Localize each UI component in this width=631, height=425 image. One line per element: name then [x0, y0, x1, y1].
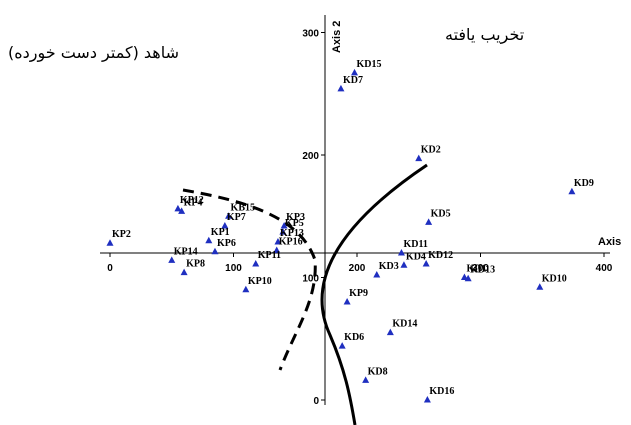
- data-point-label: KD16: [429, 386, 454, 397]
- data-point-label: KP7: [227, 212, 246, 223]
- data-point-marker: [373, 271, 381, 278]
- y-tick-label: 300: [302, 29, 319, 40]
- x-tick-label: 100: [225, 263, 242, 274]
- data-point-marker: [242, 285, 250, 293]
- data-point-marker: [536, 283, 544, 290]
- x-tick-label: 200: [349, 263, 366, 274]
- data-point-label: KD13: [470, 265, 495, 276]
- data-point-label: KB15: [231, 202, 255, 213]
- x-tick-label: 0: [107, 263, 113, 274]
- data-point-label: KP13: [280, 228, 304, 239]
- data-point-label: KD2: [421, 145, 441, 156]
- x-tick-label: 300: [472, 263, 489, 274]
- data-point-label: KD9: [574, 178, 594, 189]
- data-point-label: KD7: [343, 75, 363, 86]
- data-point-label: KP3: [286, 212, 305, 223]
- y-tick-label: 0: [313, 396, 319, 407]
- axis-ticks: 0 100 200 300 400 0 100 200 300: [107, 29, 613, 408]
- data-point-label: KP1: [211, 227, 230, 238]
- data-point-label: KD10: [542, 273, 567, 284]
- data-point-label: KP2: [112, 229, 131, 240]
- data-point-marker: [279, 228, 287, 235]
- data-point-label: KP11: [258, 250, 281, 261]
- data-point-marker: [274, 237, 282, 245]
- data-point-marker: [273, 246, 281, 254]
- data-point-label: KP5: [285, 218, 304, 229]
- data-point-label: KD15: [357, 59, 382, 70]
- data-point-label: KD1: [466, 264, 486, 275]
- data-point-label: KP9: [349, 288, 368, 299]
- data-point-marker: [351, 68, 359, 76]
- data-point-marker: [280, 222, 288, 229]
- left-region-label: شاهد (کمتر دست خورده): [8, 43, 179, 63]
- data-point-marker: [178, 207, 186, 214]
- data-point-marker: [423, 396, 431, 403]
- y-tick-label: 200: [302, 151, 319, 162]
- data-point-marker: [464, 274, 472, 282]
- data-point-marker: [362, 376, 370, 383]
- data-point-label: KD4: [406, 251, 426, 262]
- data-point-marker: [422, 260, 430, 267]
- data-point-label: KD8: [368, 366, 388, 377]
- data-point-label: KD6: [344, 332, 364, 343]
- data-point-marker: [174, 204, 182, 212]
- data-point-label: KD14: [392, 319, 417, 330]
- data-point-marker: [168, 256, 176, 263]
- data-point-marker: [180, 268, 188, 276]
- data-point-marker: [252, 260, 260, 267]
- data-point-marker: [425, 218, 433, 225]
- y-axis-title: Axis 2: [331, 21, 343, 53]
- data-point-marker: [225, 212, 233, 219]
- data-point-marker: [397, 249, 405, 256]
- data-point-marker: [415, 154, 423, 162]
- y-tick-label: 100: [302, 274, 319, 285]
- x-tick-label: 400: [596, 263, 613, 274]
- data-point-marker: [211, 247, 219, 255]
- data-point-marker: [386, 328, 394, 336]
- data-point-label: KP16: [279, 237, 303, 248]
- data-point-label: KP4: [184, 197, 203, 208]
- data-point-label: KP6: [217, 238, 236, 249]
- right-solid-boundary: [320, 163, 428, 425]
- data-point-marker: [205, 236, 213, 244]
- data-point-marker: [337, 84, 345, 92]
- data-point-label: KD11: [403, 239, 427, 250]
- data-point-label: KD5: [431, 208, 451, 219]
- data-point-label: KD12: [428, 250, 453, 261]
- data-point-label: KP12: [180, 195, 204, 206]
- data-point-marker: [568, 187, 576, 195]
- data-point-marker: [400, 261, 408, 268]
- data-point-marker: [106, 239, 114, 246]
- data-point-marker: [338, 342, 346, 349]
- data-point-label: KP14: [174, 246, 198, 257]
- data-point-label: KD3: [379, 261, 399, 272]
- data-point-label: KP8: [186, 259, 205, 270]
- right-region-label: تخریب یافته: [445, 25, 524, 45]
- data-point-label: KP10: [248, 276, 272, 287]
- data-point-marker: [343, 298, 351, 305]
- x-axis-title: Axis: [598, 236, 621, 248]
- data-point-marker: [221, 222, 229, 229]
